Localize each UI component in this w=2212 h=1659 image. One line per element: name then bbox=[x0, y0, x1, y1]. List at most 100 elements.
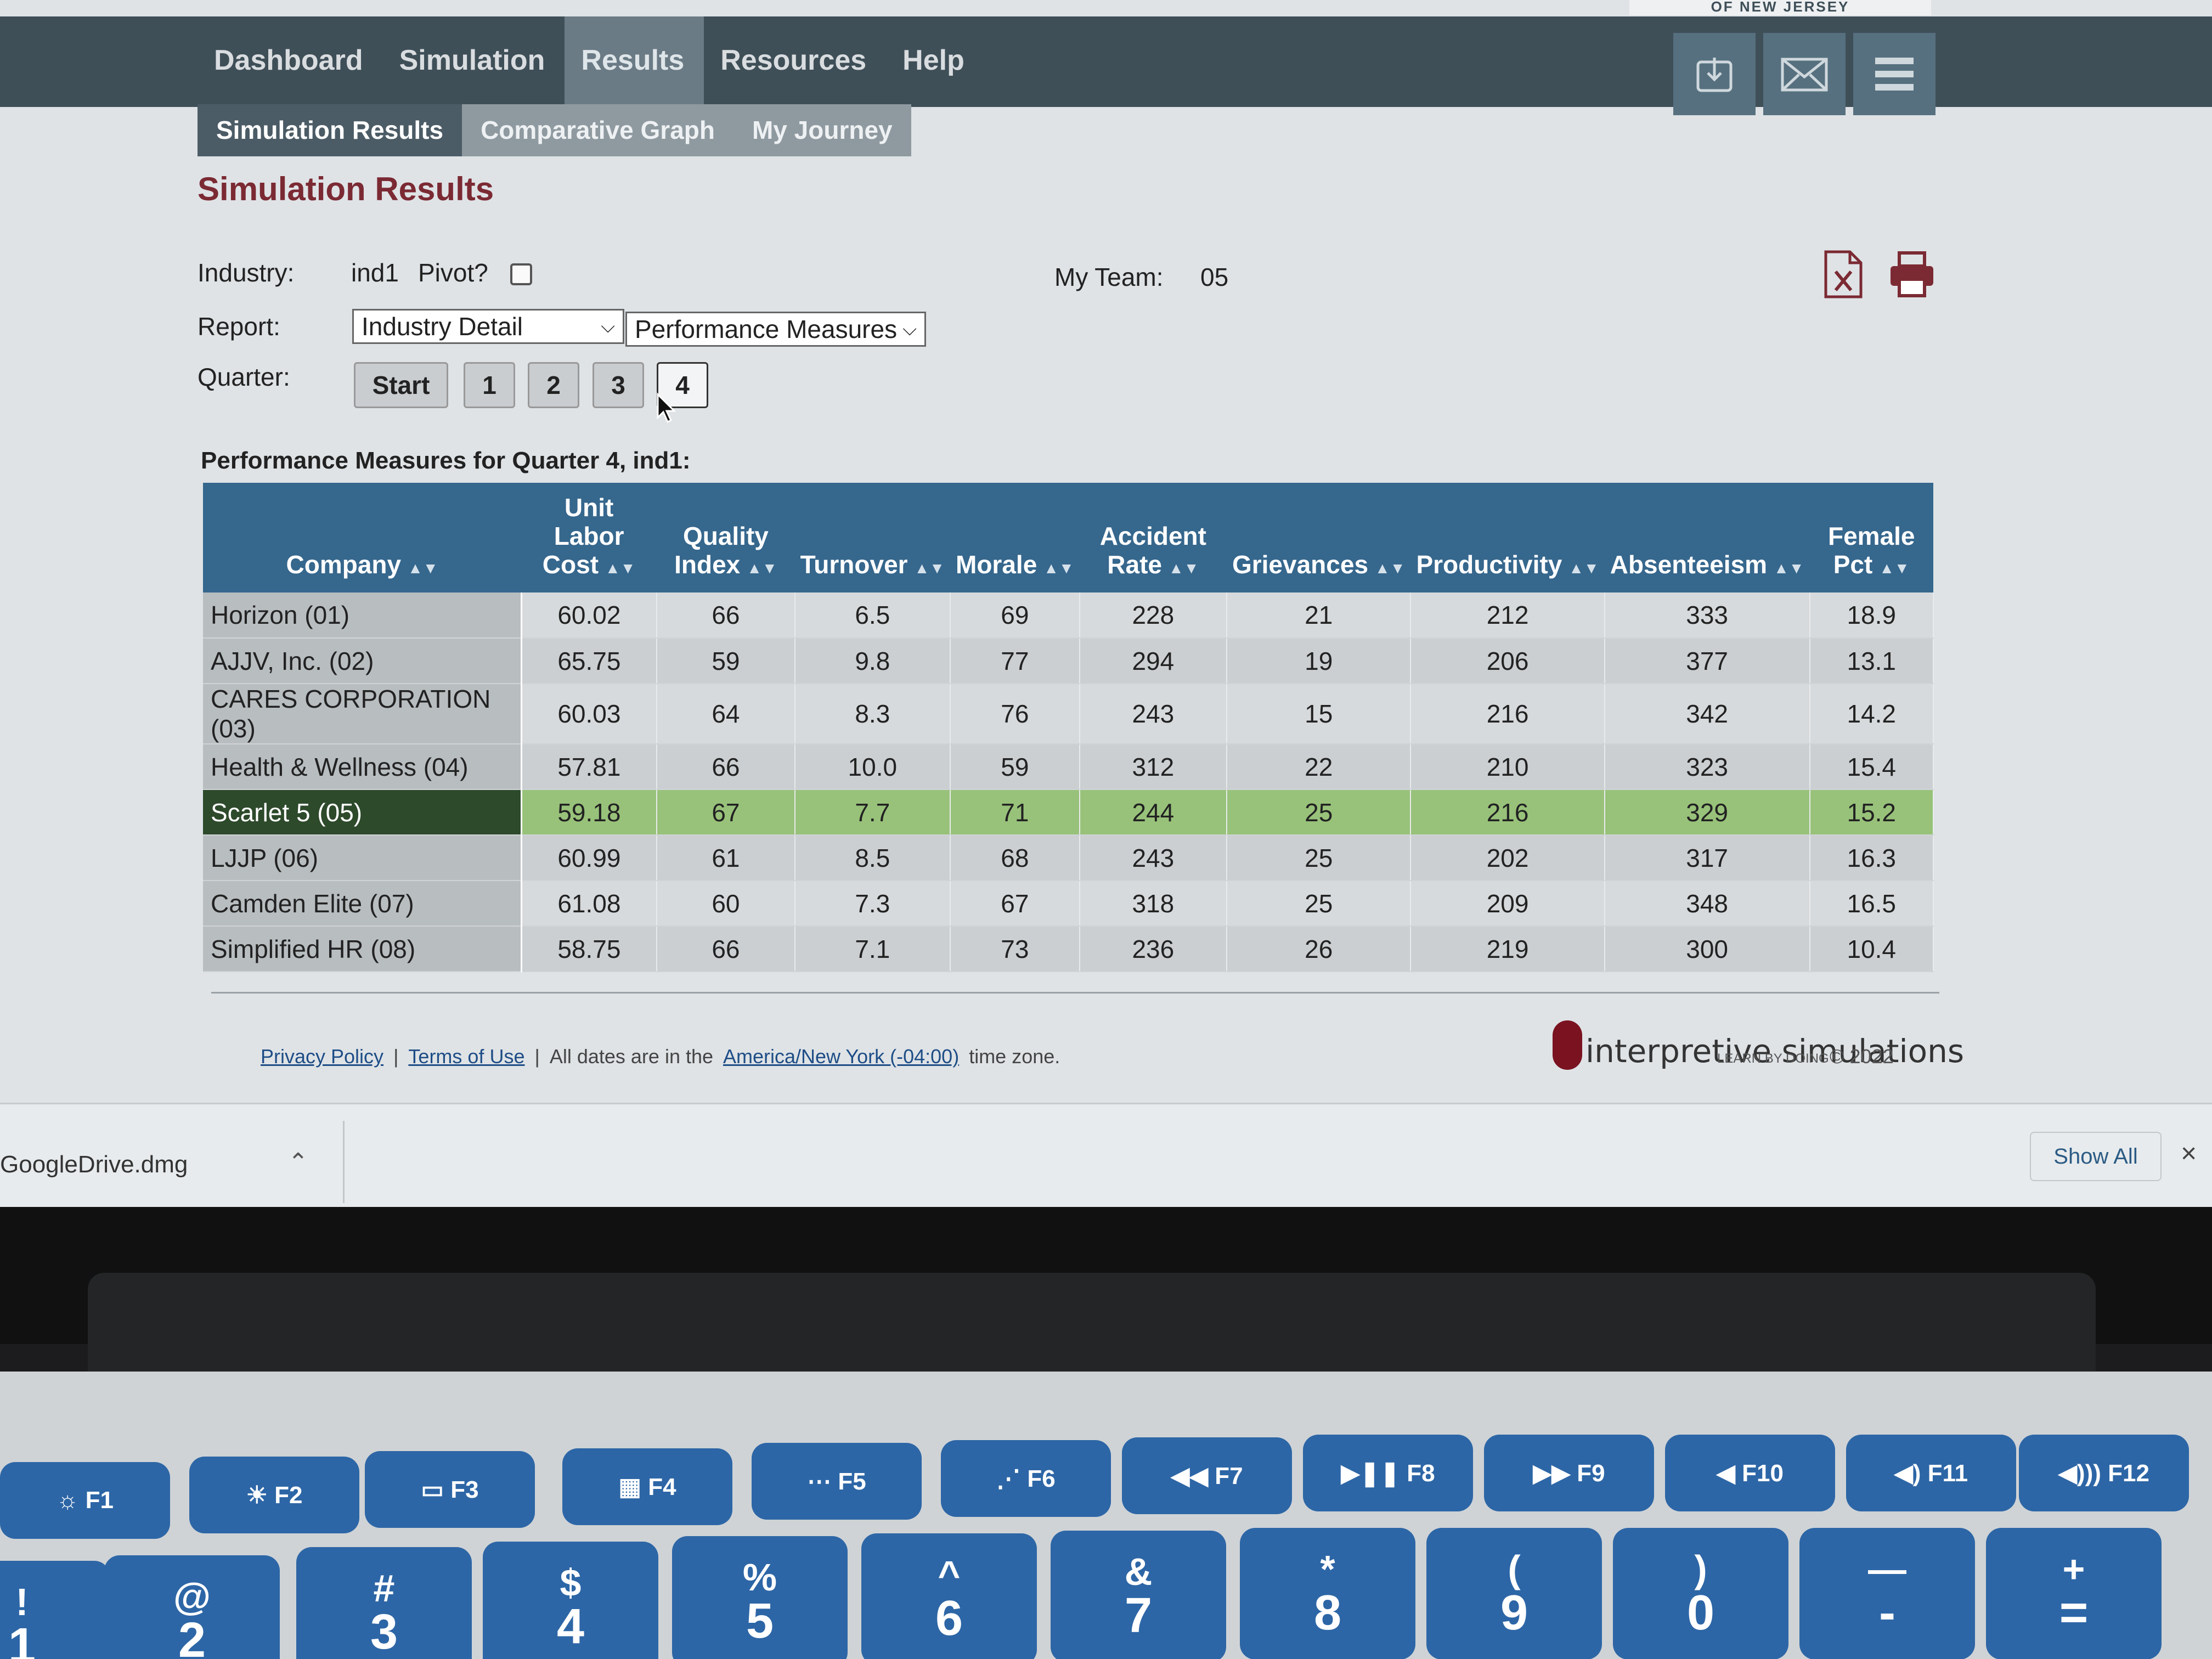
sort-icon[interactable]: ▲▼ bbox=[605, 560, 636, 577]
key-f12[interactable]: ◀))) F12 bbox=[2019, 1435, 2189, 1511]
print-icon[interactable] bbox=[1887, 250, 1937, 302]
report-select[interactable]: Industry Detail ⌵ bbox=[352, 309, 624, 344]
tab-my-journey[interactable]: My Journey bbox=[752, 116, 893, 144]
sort-icon[interactable]: ▲▼ bbox=[1879, 560, 1910, 577]
key-f11[interactable]: ◀) F11 bbox=[1846, 1435, 2016, 1511]
key-1[interactable]: ! 1 bbox=[0, 1561, 110, 1659]
value-cell: 6.5 bbox=[794, 592, 951, 639]
key-9[interactable]: (9 bbox=[1426, 1528, 1602, 1659]
col-accident-rate[interactable]: Accident Rate ▲▼ bbox=[1079, 483, 1227, 592]
key-=[interactable]: + = bbox=[1986, 1528, 2162, 1659]
quarter-start-button[interactable]: Start bbox=[354, 362, 448, 408]
key-0[interactable]: ) 0 bbox=[1613, 1528, 1788, 1659]
sort-icon[interactable]: ▲▼ bbox=[1774, 560, 1804, 577]
pivot-checkbox[interactable] bbox=[510, 263, 532, 285]
measure-select[interactable]: Performance Measures ⌵ bbox=[625, 312, 926, 347]
key--[interactable]: — - bbox=[1799, 1528, 1975, 1659]
key-6[interactable]: ^ 6 bbox=[861, 1533, 1037, 1659]
sort-icon[interactable]: ▲▼ bbox=[1568, 560, 1599, 577]
key-f10[interactable]: ◀ F10 bbox=[1665, 1435, 1835, 1511]
col-morale[interactable]: Morale ▲▼ bbox=[950, 483, 1080, 592]
col-quality-index[interactable]: Quality Index ▲▼ bbox=[657, 483, 795, 592]
col-female-pct[interactable]: Female Pct ▲▼ bbox=[1809, 483, 1933, 592]
measure-select-value: Performance Measures bbox=[635, 315, 898, 343]
col-absenteeism[interactable]: Absenteeism ▲▼ bbox=[1604, 483, 1810, 592]
key-f8[interactable]: ▶❚❚ F8 bbox=[1303, 1435, 1473, 1511]
key-8[interactable]: * 8 bbox=[1240, 1528, 1415, 1659]
sort-icon[interactable]: ▲▼ bbox=[1375, 560, 1406, 577]
key-f3[interactable]: ▭ F3 bbox=[365, 1451, 535, 1528]
key-f5[interactable]: ⋯ F5 bbox=[752, 1443, 922, 1520]
nav-help[interactable]: Help bbox=[902, 44, 964, 76]
footer-separator: | bbox=[393, 1045, 399, 1068]
col-grievances[interactable]: Grievances ▲▼ bbox=[1226, 483, 1411, 592]
quarter-4-button[interactable]: 4 bbox=[657, 362, 708, 408]
nav-dashboard[interactable]: Dashboard bbox=[214, 44, 363, 76]
key-f1[interactable]: ☼ F1 bbox=[0, 1462, 170, 1539]
sort-icon[interactable]: ▲▼ bbox=[1168, 560, 1199, 577]
value-cell: 66 bbox=[657, 592, 795, 639]
key-f9[interactable]: ▶▶ F9 bbox=[1484, 1435, 1654, 1511]
company-cell: Scarlet 5 (05) bbox=[203, 789, 522, 836]
key-label: ▶▶ F9 bbox=[1533, 1459, 1605, 1487]
quarter-2-button[interactable]: 2 bbox=[528, 362, 579, 408]
col-unit-labor-cost[interactable]: Unit Labor Cost ▲▼ bbox=[521, 483, 657, 592]
header-label: Pct bbox=[1833, 550, 1873, 579]
key-7[interactable]: & 7 bbox=[1051, 1531, 1226, 1659]
header-label: Female bbox=[1827, 522, 1915, 550]
key-5[interactable]: % 5 bbox=[672, 1536, 848, 1659]
chevron-up-icon[interactable]: ⌃ bbox=[288, 1149, 308, 1176]
sub-navigation: Simulation Results Comparative Graph My … bbox=[198, 104, 911, 156]
nav-resources[interactable]: Resources bbox=[720, 44, 867, 76]
value-cell: 21 bbox=[1226, 592, 1412, 639]
value-cell: 10.4 bbox=[1809, 926, 1934, 972]
footer-divider bbox=[211, 992, 1939, 994]
value-cell: 15.4 bbox=[1809, 744, 1934, 790]
logo-mark-icon bbox=[1553, 1020, 1582, 1070]
tab-simulation-results[interactable]: Simulation Results bbox=[198, 104, 462, 156]
key-label: ☀ F2 bbox=[246, 1481, 303, 1509]
nav-results[interactable]: Results bbox=[565, 16, 704, 107]
privacy-policy-link[interactable]: Privacy Policy bbox=[261, 1045, 384, 1068]
value-cell: 8.3 bbox=[794, 684, 951, 744]
col-company[interactable]: Company ▲▼ bbox=[203, 483, 522, 592]
timezone-link[interactable]: America/New York (-04:00) bbox=[723, 1045, 960, 1068]
value-cell: 15.2 bbox=[1809, 789, 1934, 836]
key-label: ◀ F10 bbox=[1717, 1459, 1784, 1487]
value-cell: 60 bbox=[657, 881, 795, 927]
value-cell: 219 bbox=[1410, 926, 1605, 972]
quarter-label: Quarter: bbox=[198, 363, 290, 391]
download-icon[interactable] bbox=[1673, 33, 1756, 115]
show-all-button[interactable]: Show All bbox=[2030, 1132, 2162, 1181]
value-cell: 61 bbox=[657, 835, 795, 881]
col-productivity[interactable]: Productivity ▲▼ bbox=[1410, 483, 1605, 592]
download-divider bbox=[343, 1121, 345, 1203]
terms-of-use-link[interactable]: Terms of Use bbox=[408, 1045, 525, 1068]
header-label: Company bbox=[286, 550, 402, 579]
key-f2[interactable]: ☀ F2 bbox=[189, 1457, 359, 1533]
key-4[interactable]: $4 bbox=[483, 1542, 658, 1659]
sort-icon[interactable]: ▲▼ bbox=[747, 560, 777, 577]
value-cell: 19 bbox=[1226, 638, 1412, 684]
download-item-name[interactable]: GoogleDrive.dmg bbox=[0, 1151, 188, 1178]
close-icon[interactable]: × bbox=[2181, 1138, 2197, 1169]
quarter-3-button[interactable]: 3 bbox=[592, 362, 644, 408]
tab-comparative-graph[interactable]: Comparative Graph bbox=[481, 116, 715, 144]
sort-icon[interactable]: ▲▼ bbox=[408, 560, 438, 577]
col-turnover[interactable]: Turnover ▲▼ bbox=[794, 483, 951, 592]
sort-icon[interactable]: ▲▼ bbox=[1043, 560, 1074, 577]
key-3[interactable]: #3 bbox=[296, 1547, 472, 1659]
value-cell: 59 bbox=[950, 744, 1080, 790]
quarter-1-button[interactable]: 1 bbox=[464, 362, 515, 408]
key-2[interactable]: @2 bbox=[104, 1555, 280, 1659]
menu-icon[interactable] bbox=[1853, 33, 1936, 115]
key-f4[interactable]: ▦ F4 bbox=[562, 1448, 732, 1525]
sort-icon[interactable]: ▲▼ bbox=[914, 560, 945, 577]
browser-screen: OF NEW JERSEY Dashboard Simulation Resul… bbox=[0, 0, 2212, 1207]
nav-simulation[interactable]: Simulation bbox=[399, 44, 545, 76]
key-f6[interactable]: ⋰ F6 bbox=[941, 1440, 1111, 1517]
mail-icon[interactable] bbox=[1763, 33, 1846, 115]
excel-export-icon[interactable] bbox=[1821, 250, 1865, 302]
key-f7[interactable]: ◀◀ F7 bbox=[1122, 1437, 1292, 1514]
value-cell: 13.1 bbox=[1809, 638, 1934, 684]
